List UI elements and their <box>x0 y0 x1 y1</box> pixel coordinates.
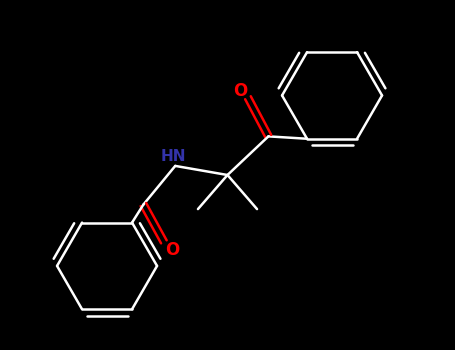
Text: O: O <box>233 82 247 100</box>
Text: HN: HN <box>160 149 186 164</box>
Text: O: O <box>165 241 179 259</box>
